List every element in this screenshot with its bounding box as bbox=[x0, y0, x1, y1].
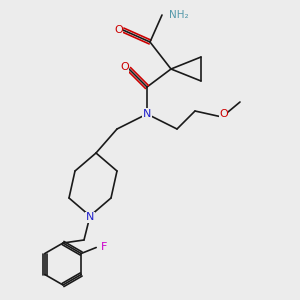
Text: O: O bbox=[219, 109, 228, 119]
Text: N: N bbox=[86, 212, 94, 223]
Text: O: O bbox=[114, 25, 123, 35]
Text: F: F bbox=[101, 242, 107, 253]
Text: NH₂: NH₂ bbox=[169, 10, 189, 20]
Text: O: O bbox=[120, 62, 129, 73]
Text: N: N bbox=[143, 109, 151, 119]
